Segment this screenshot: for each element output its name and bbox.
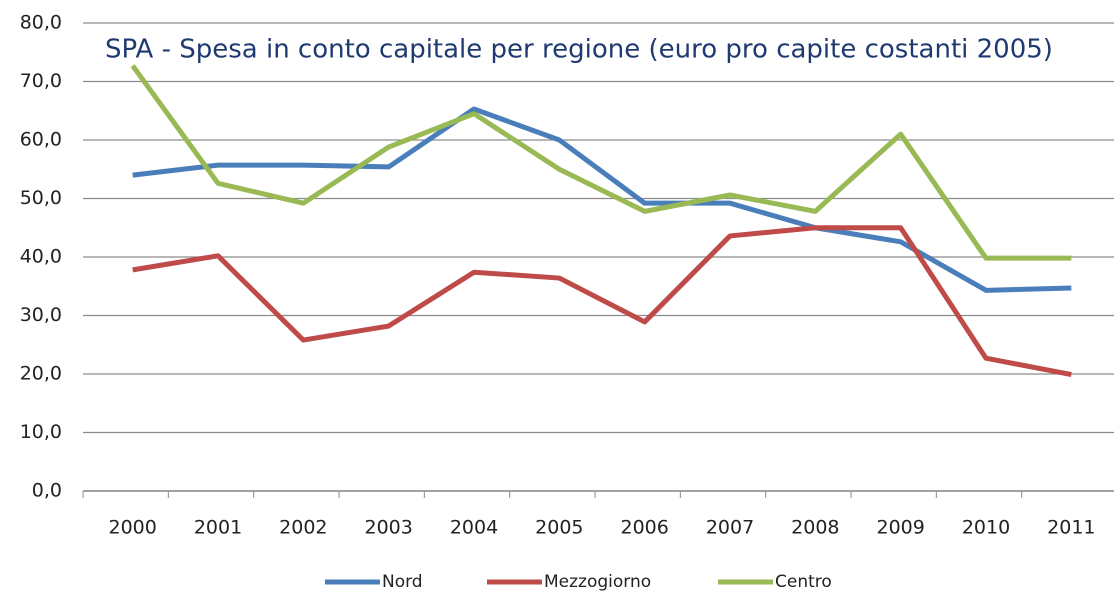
- x-tick-label: 2006: [620, 517, 668, 539]
- chart-title: SPA - Spesa in conto capitale per region…: [105, 35, 1053, 65]
- x-tick-label: 2009: [876, 517, 924, 539]
- x-tick-label: 2003: [364, 517, 412, 539]
- y-tick-label: 80,0: [20, 12, 62, 34]
- x-tick-label: 2002: [279, 517, 327, 539]
- series-line: [132, 225, 1072, 378]
- x-tick-label: 2004: [450, 517, 498, 539]
- x-tick-label: 2007: [706, 517, 754, 539]
- plot: 0,0 10,0 20,0 30,0 40,0 50,0 60,0 70,0 80,0 2000 2…: [20, 12, 1114, 592]
- legend-label: Centro: [775, 572, 832, 592]
- x-tick-label: 2010: [962, 517, 1010, 539]
- y-tick-label: 10,0: [20, 421, 62, 443]
- x-tick-label: 2005: [535, 517, 583, 539]
- x-tick-label: 2001: [194, 517, 242, 539]
- y-tick-label: 30,0: [20, 304, 62, 326]
- y-tick-label: 20,0: [20, 363, 62, 385]
- y-tick-label: 70,0: [20, 70, 62, 92]
- legend-label: Mezzogiorno: [544, 572, 651, 592]
- x-tick-label: 2008: [791, 517, 839, 539]
- series-line: [130, 64, 1072, 261]
- y-tick-label: 50,0: [20, 187, 62, 209]
- y-tick-label: 40,0: [20, 246, 62, 268]
- x-tick-label: 2011: [1047, 517, 1095, 539]
- y-tick-label: 60,0: [20, 129, 62, 151]
- legend-label: Nord: [382, 572, 423, 592]
- x-tick-label: 2000: [108, 517, 156, 539]
- series-line: [132, 106, 1072, 293]
- y-tick-label: 0,0: [32, 480, 62, 502]
